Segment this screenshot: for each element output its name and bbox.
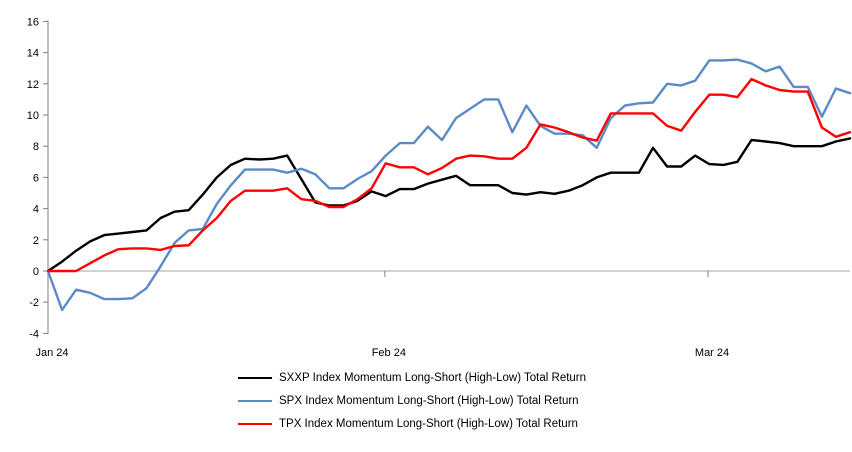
legend-line-swatch-sxxp — [238, 377, 272, 379]
x-axis-tick-label: Jan 24 — [35, 347, 68, 359]
x-axis-tick-label: Mar 24 — [695, 347, 729, 359]
series-line-spx — [46, 58, 852, 312]
y-axis-tick-label: 12 — [27, 79, 39, 91]
legend-label-sxxp: SXXP Index Momentum Long-Short (High-Low… — [279, 372, 587, 384]
y-axis-tick-label: 14 — [27, 48, 39, 60]
legend-item-sxxp: SXXP Index Momentum Long-Short (High-Low… — [238, 371, 586, 385]
series-line-tpx — [46, 77, 852, 273]
legend-label-tpx: TPX Index Momentum Long-Short (High-Low)… — [279, 418, 578, 430]
y-axis-tick-label: 16 — [27, 16, 39, 28]
series-line-sxxp — [46, 137, 852, 273]
y-axis-tick-label: 0 — [33, 266, 39, 278]
legend-item-spx: SPX Index Momentum Long-Short (High-Low)… — [238, 394, 586, 408]
x-axis-tick-label: Feb 24 — [372, 347, 406, 359]
y-axis-tick-label: -2 — [29, 297, 39, 309]
chart-legend: SXXP Index Momentum Long-Short (High-Low… — [238, 371, 586, 431]
chart-canvas: 16 14 12 10 8 6 4 2 0 -2 -4 Jan 24 Feb 24 Mar 24 — [27, 16, 852, 359]
y-axis-tick-label: 6 — [33, 172, 39, 184]
legend-line-swatch-tpx — [238, 423, 272, 425]
y-axis-tick-label: -4 — [29, 328, 39, 340]
y-axis-tick-label: 2 — [33, 235, 39, 247]
y-axis-tick-label: 8 — [33, 141, 39, 153]
legend-line-swatch-spx — [238, 400, 272, 402]
legend-item-tpx: TPX Index Momentum Long-Short (High-Low)… — [238, 417, 586, 431]
y-axis-tick-label: 4 — [33, 204, 39, 216]
legend-label-spx: SPX Index Momentum Long-Short (High-Low)… — [279, 395, 579, 407]
y-axis-tick-label: 10 — [27, 110, 39, 122]
